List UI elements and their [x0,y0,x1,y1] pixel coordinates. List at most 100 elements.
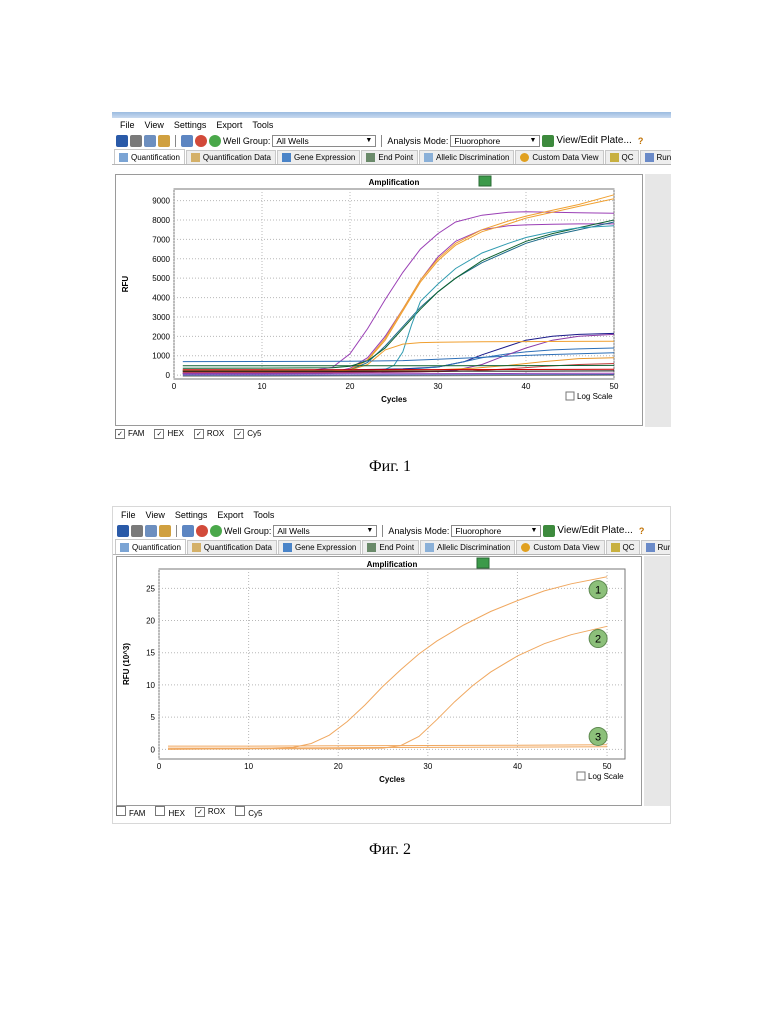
analysis-mode-select[interactable]: Fluorophore▼ [450,135,540,147]
tab-quantification[interactable]: Quantification [115,539,186,554]
x-tick-label: 40 [522,382,531,391]
plate-edit-icon [542,135,554,147]
view-edit-plate-button[interactable]: View/Edit Plate... [556,135,631,146]
x-tick-label: 10 [258,382,267,391]
y-tick-label: 7000 [152,235,170,244]
figure-1-window: File View Settings Export Tools Well Gro… [112,112,671,445]
cy5-check-mark [235,806,245,816]
tab-qc[interactable]: QC [606,540,640,554]
menu-tools[interactable]: Tools [252,120,273,130]
menu-settings[interactable]: Settings [174,120,207,130]
menu-bar: File View Settings Export Tools [112,118,671,132]
menu-view[interactable]: View [145,120,164,130]
save-icon[interactable] [117,525,129,537]
table-icon [191,153,200,162]
tab-gene-expression[interactable]: Gene Expression [278,540,361,554]
menu-export[interactable]: Export [216,120,242,130]
view-edit-plate-button[interactable]: View/Edit Plate... [557,525,632,536]
well-group-green-icon[interactable] [209,135,221,147]
plate-icon[interactable] [181,135,193,147]
tab-end-point[interactable]: End Point [362,540,419,554]
menu-file[interactable]: File [120,120,135,130]
cy5-checkbox[interactable]: ✓Cy5 [234,429,261,439]
run-icon [645,153,654,162]
fam-checkbox[interactable]: FAM [116,806,145,818]
cy5-check-mark: ✓ [234,429,244,439]
export-arrow-icon [477,558,489,568]
curve-marker-label: 1 [595,585,601,597]
y-tick-label: 0 [151,745,156,754]
print-icon[interactable] [131,525,143,537]
tab-allelic-discrimination[interactable]: Allelic Discrimination [419,150,514,164]
rox-checkbox[interactable]: ✓ROX [195,807,225,817]
tab-custom-data-view[interactable]: Custom Data View [516,540,604,554]
print-icon[interactable] [130,135,142,147]
analysis-mode-select[interactable]: Fluorophore▼ [451,525,541,537]
y-tick-label: 5 [151,713,156,722]
well-group-select[interactable]: All Wells▼ [273,525,377,537]
well-group-green-icon[interactable] [210,525,222,537]
side-panel [644,556,670,806]
y-tick-label: 0 [166,371,171,380]
save-icon[interactable] [116,135,128,147]
well-group-select[interactable]: All Wells▼ [272,135,376,147]
hex-checkbox[interactable]: ✓HEX [154,429,183,439]
zoom-icon[interactable] [159,525,171,537]
amplification-plot-panel: Amplification010203040500510152025Cycles… [116,556,642,806]
tab-gene-expression[interactable]: Gene Expression [277,150,360,164]
fluorophore-checkboxes: FAM HEX ✓ROX Cy5 [116,805,262,819]
fam-checkbox[interactable]: ✓FAM [115,429,144,439]
tab-qc[interactable]: QC [605,150,639,164]
analysis-mode-label: Analysis Mode: [387,136,448,146]
curve-marker-label: 2 [595,634,601,646]
zoom-icon[interactable] [158,135,170,147]
scatter-icon [424,153,433,162]
log-scale-checkbox [577,772,585,780]
hex-checkbox[interactable]: HEX [155,806,184,818]
log-scale-label: Log Scale [588,772,624,781]
y-axis-label: RFU [121,276,130,293]
chart-title: Amplification [369,178,420,187]
well-group-red-icon[interactable] [195,135,207,147]
amplification-chart: Amplification010203040500510152025Cycles… [117,557,641,805]
y-tick-label: 15 [146,649,155,658]
menu-export[interactable]: Export [217,510,243,520]
tab-allelic-discrimination[interactable]: Allelic Discrimination [420,540,515,554]
rox-check-mark: ✓ [194,429,204,439]
toolbar: Well Group: All Wells▼ Analysis Mode: Fl… [112,132,671,149]
tab-run[interactable]: Run [640,150,671,164]
x-tick-label: 0 [157,762,162,771]
cy5-checkbox[interactable]: Cy5 [235,806,262,818]
rox-checkbox[interactable]: ✓ROX [194,429,224,439]
well-group-label: Well Group: [224,526,271,536]
amplification-chart: Amplification010203040500100020003000400… [116,175,642,425]
x-tick-label: 30 [423,762,432,771]
rox-check-mark: ✓ [195,807,205,817]
tab-quantification[interactable]: Quantification [114,149,185,164]
tab-quantification-data[interactable]: Quantification Data [186,150,276,164]
figure-2-caption: Фиг. 2 [0,841,780,859]
menu-tools[interactable]: Tools [253,510,274,520]
menu-bar: File View Settings Export Tools [113,508,670,522]
x-tick-label: 40 [513,762,522,771]
y-tick-label: 8000 [152,216,170,225]
report-icon[interactable] [144,135,156,147]
tab-quantification-data[interactable]: Quantification Data [187,540,277,554]
tab-bar: Quantification Quantification Data Gene … [113,539,670,555]
report-icon[interactable] [145,525,157,537]
well-group-red-icon[interactable] [196,525,208,537]
menu-settings[interactable]: Settings [175,510,208,520]
scatter-icon [425,543,434,552]
menu-file[interactable]: File [121,510,136,520]
gear-icon [521,543,530,552]
plate-icon[interactable] [182,525,194,537]
tab-run[interactable]: Run [641,540,670,554]
y-tick-label: 5000 [152,274,170,283]
menu-view[interactable]: View [146,510,165,520]
y-tick-label: 25 [146,584,155,593]
help-icon[interactable]: ? [639,526,645,536]
tab-end-point[interactable]: End Point [361,150,418,164]
hex-check-mark [155,806,165,816]
tab-custom-data-view[interactable]: Custom Data View [515,150,603,164]
help-icon[interactable]: ? [638,136,644,146]
